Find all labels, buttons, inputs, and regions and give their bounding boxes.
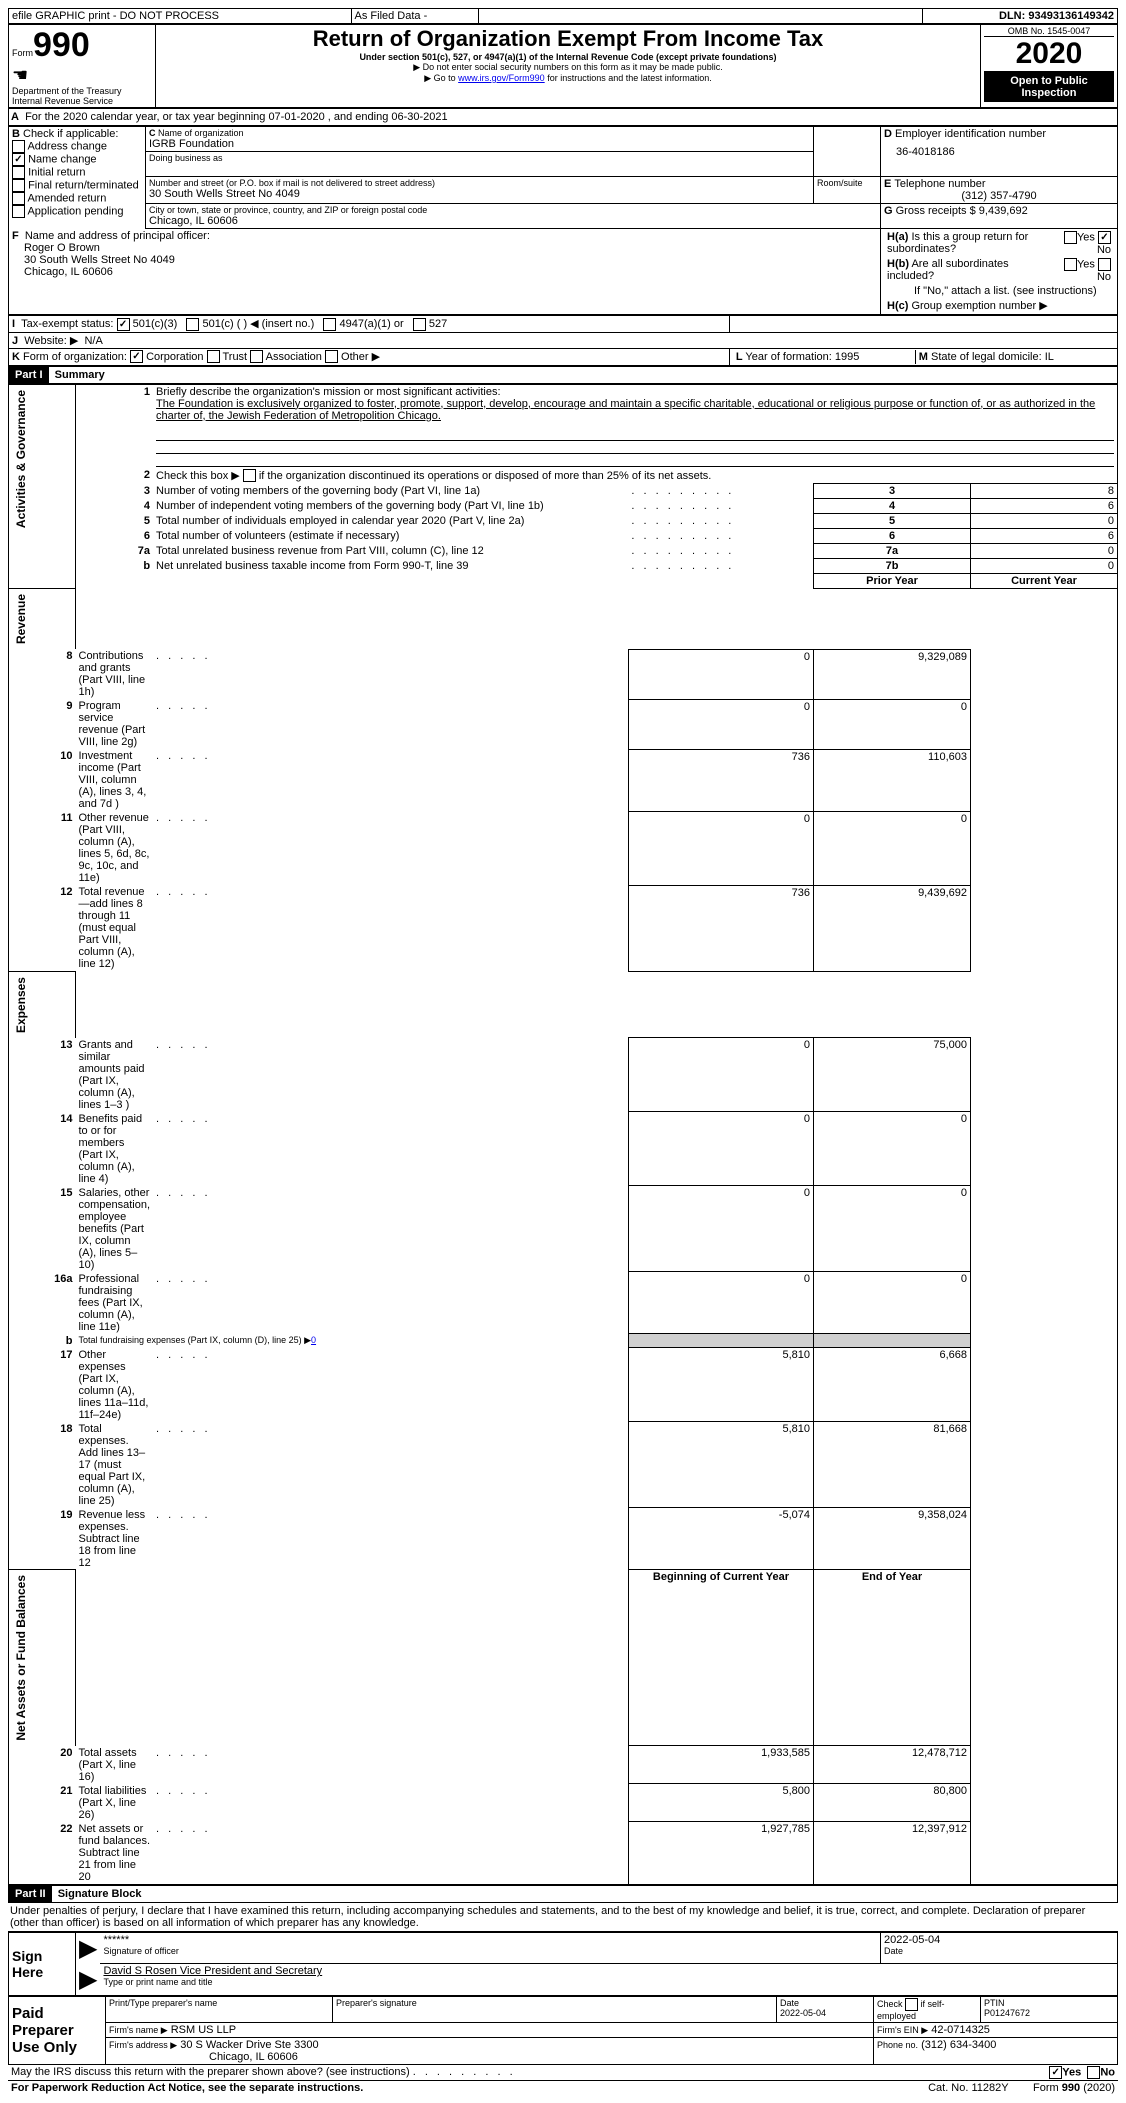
tax-year: 2020 [984, 37, 1114, 72]
top-bar: efile GRAPHIC print - DO NOT PROCESS As … [8, 8, 1118, 24]
discuss-yes[interactable] [1049, 2066, 1062, 2079]
org-name: IGRB Foundation [149, 138, 810, 150]
vt-ag: Activities & Governance [12, 386, 30, 532]
firm-phone: (312) 634-3400 [921, 2039, 996, 2051]
irs-label: Internal Revenue Service [12, 96, 152, 106]
ha-yes[interactable] [1064, 231, 1077, 244]
part2-title: Signature Block [58, 1888, 142, 1900]
part1-table: Activities & Governance 1 Briefly descri… [8, 384, 1118, 1885]
check-final[interactable] [12, 179, 25, 192]
dln: DLN: 93493136149342 [922, 9, 1117, 24]
line-a: For the 2020 calendar year, or tax year … [25, 111, 448, 123]
part1-title: Summary [55, 369, 105, 381]
form-number: 990 [33, 26, 90, 64]
table-row: 17Other expenses (Part IX, column (A), l… [9, 1348, 1118, 1422]
discuss-no[interactable] [1087, 2066, 1100, 2079]
check-initial[interactable] [12, 166, 25, 179]
i-527[interactable] [413, 318, 426, 331]
k-other[interactable] [325, 350, 338, 363]
table-row: 18Total expenses. Add lines 13–17 (must … [9, 1422, 1118, 1508]
table-row: 22Net assets or fund balances. Subtract … [9, 1822, 1118, 1885]
info-block: B Check if applicable: Address change Na… [8, 126, 1118, 315]
sign-date: 2022-05-04 [884, 1934, 1114, 1946]
vt-exp: Expenses [12, 973, 30, 1037]
table-row: 13Grants and similar amounts paid (Part … [9, 1038, 1118, 1112]
state-domicile: IL [1045, 351, 1054, 363]
mission-text: The Foundation is exclusively organized … [156, 398, 1095, 422]
firm-addr: 30 S Wacker Drive Ste 3300 [180, 2039, 318, 2051]
preparer-block: Paid Preparer Use Only Print/Type prepar… [8, 1996, 1118, 2065]
table-row: 9Program service revenue (Part VIII, lin… [9, 699, 1118, 749]
omb: OMB No. 1545-0047 [984, 26, 1114, 37]
part1-label: Part I [9, 367, 49, 383]
table-row: 12Total revenue—add lines 8 through 11 (… [9, 885, 1118, 971]
phone: (312) 357-4790 [884, 190, 1114, 202]
check-name[interactable] [12, 153, 25, 166]
table-row: 15Salaries, other compensation, employee… [9, 1186, 1118, 1272]
check-amended[interactable] [12, 192, 25, 205]
i-501c3[interactable] [117, 318, 130, 331]
i-4947[interactable] [323, 318, 336, 331]
table-row: 20Total assets (Part X, line 16) . . . .… [9, 1746, 1118, 1784]
firm-ein: 42-0714325 [931, 2024, 990, 2036]
hb-no[interactable] [1098, 258, 1111, 271]
form-header: Form990 ☚ Department of the Treasury Int… [8, 24, 1118, 108]
ha-no[interactable] [1098, 231, 1111, 244]
dept-label: Department of the Treasury [12, 86, 152, 96]
year-formation: 1995 [835, 351, 859, 363]
self-employed-check[interactable] [905, 1998, 918, 2011]
table-row: bTotal fundraising expenses (Part IX, co… [9, 1334, 1118, 1348]
k-assoc[interactable] [250, 350, 263, 363]
ptin: P01247672 [984, 2008, 1030, 2018]
table-row: 14Benefits paid to or for members (Part … [9, 1112, 1118, 1186]
city: Chicago, IL 60606 [149, 215, 877, 227]
hb-yes[interactable] [1064, 258, 1077, 271]
asfiled-note: As Filed Data - [351, 9, 479, 24]
part2-label: Part II [9, 1886, 52, 1902]
k-trust[interactable] [207, 350, 220, 363]
table-row: 19Revenue less expenses. Subtract line 1… [9, 1508, 1118, 1570]
vt-net: Net Assets or Fund Balances [12, 1571, 30, 1745]
officer-name: David S Rosen Vice President and Secreta… [103, 1965, 1114, 1977]
part2-text: Under penalties of perjury, I declare th… [8, 1903, 1118, 1932]
k-corp[interactable] [130, 350, 143, 363]
vt-rev: Revenue [12, 590, 30, 648]
i-501c[interactable] [186, 318, 199, 331]
website: N/A [84, 335, 102, 347]
line2-check[interactable] [243, 469, 256, 482]
gross-receipts: 9,439,692 [979, 205, 1028, 217]
street: 30 South Wells Street No 4049 [149, 188, 810, 200]
check-address[interactable] [12, 140, 25, 153]
table-row: 8Contributions and grants (Part VIII, li… [9, 649, 1118, 699]
form-title: Return of Organization Exempt From Incom… [159, 26, 977, 52]
open-inspection: Open to Public Inspection [984, 72, 1114, 102]
firm-name: RSM US LLP [171, 2024, 236, 2036]
efile-note: efile GRAPHIC print - DO NOT PROCESS [9, 9, 352, 24]
ein: 36-4018186 [884, 140, 1114, 158]
table-row: 10Investment income (Part VIII, column (… [9, 749, 1118, 811]
paid-prep-label: Paid Preparer Use Only [9, 1996, 106, 2064]
table-row: 11Other revenue (Part VIII, column (A), … [9, 811, 1118, 885]
footer: May the IRS discuss this return with the… [8, 2065, 1118, 2095]
table-row: 16aProfessional fundraising fees (Part I… [9, 1272, 1118, 1334]
sign-block: Sign Here ▶ ****** Signature of officer … [8, 1932, 1118, 1996]
sign-here: Sign Here [9, 1932, 76, 1995]
check-application[interactable] [12, 205, 25, 218]
table-row: 21Total liabilities (Part X, line 26) . … [9, 1784, 1118, 1822]
irs-link[interactable]: www.irs.gov/Form990 [458, 73, 545, 83]
